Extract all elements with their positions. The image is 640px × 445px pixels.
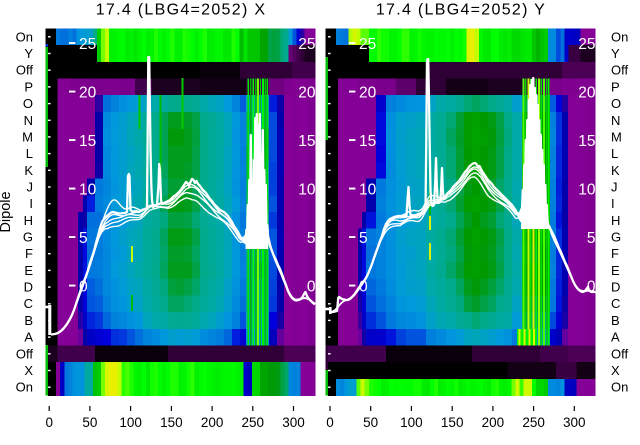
svg-text:50: 50 [82,415,97,430]
svg-text:5: 5 [307,230,316,247]
svg-text:M: M [611,129,622,144]
svg-text:5: 5 [587,230,596,247]
svg-text:0: 0 [79,279,88,296]
svg-text:K: K [24,163,33,178]
svg-text:5: 5 [79,230,88,247]
svg-text:25: 25 [359,36,376,53]
svg-text:I: I [611,196,615,211]
svg-text:K: K [611,163,620,178]
svg-text:G: G [23,230,33,245]
svg-text:0: 0 [326,415,334,430]
svg-text:Off: Off [16,63,33,78]
svg-text:Y: Y [611,46,620,61]
svg-text:X: X [24,363,33,378]
svg-text:O: O [611,96,621,111]
svg-text:L: L [26,146,33,161]
svg-text:P: P [611,79,620,94]
svg-text:150: 150 [160,415,183,430]
svg-text:10: 10 [578,182,596,199]
svg-text:F: F [611,246,619,261]
svg-text:100: 100 [400,415,423,430]
svg-text:Off: Off [16,346,33,361]
svg-text:I: I [29,196,33,211]
svg-text:20: 20 [298,85,316,102]
svg-text:250: 250 [522,415,545,430]
svg-text:On: On [16,29,33,44]
svg-text:H: H [611,213,620,228]
svg-text:15: 15 [578,133,595,150]
svg-text:250: 250 [242,415,265,430]
svg-text:A: A [24,330,33,345]
svg-text:J: J [611,180,618,195]
svg-text:20: 20 [359,85,377,102]
svg-text:F: F [25,246,33,261]
svg-text:0: 0 [45,415,53,430]
svg-text:5: 5 [359,230,368,247]
svg-text:D: D [24,280,33,295]
svg-text:A: A [611,330,620,345]
svg-text:N: N [611,113,620,128]
svg-text:B: B [611,313,620,328]
svg-text:25: 25 [578,36,595,53]
svg-text:25: 25 [298,36,315,53]
svg-text:0: 0 [307,279,316,296]
svg-text:25: 25 [79,36,96,53]
svg-text:On: On [611,29,628,44]
svg-text:0: 0 [587,279,596,296]
svg-text:G: G [611,230,621,245]
svg-text:150: 150 [441,415,464,430]
svg-text:200: 200 [482,415,505,430]
svg-text:C: C [611,296,620,311]
svg-text:D: D [611,280,620,295]
svg-text:17.4 (LBG4=2052) X: 17.4 (LBG4=2052) X [96,2,267,19]
svg-text:20: 20 [79,85,97,102]
svg-text:10: 10 [79,182,97,199]
svg-text:10: 10 [298,182,316,199]
svg-text:J: J [27,180,34,195]
svg-text:Y: Y [24,46,33,61]
svg-text:On: On [16,380,33,395]
svg-text:0: 0 [359,279,368,296]
svg-text:200: 200 [201,415,224,430]
svg-text:15: 15 [79,133,96,150]
svg-text:N: N [24,113,33,128]
svg-text:Off: Off [611,346,628,361]
svg-text:X: X [611,363,620,378]
svg-text:C: C [24,296,33,311]
svg-text:17.4 (LBG4=2052) Y: 17.4 (LBG4=2052) Y [376,2,546,19]
svg-text:E: E [611,263,620,278]
svg-text:On: On [611,380,628,395]
svg-text:M: M [22,129,33,144]
svg-text:300: 300 [282,415,305,430]
svg-text:B: B [24,313,33,328]
svg-text:300: 300 [563,415,586,430]
svg-text:P: P [24,79,33,94]
svg-text:Off: Off [611,63,628,78]
svg-text:15: 15 [359,133,376,150]
svg-text:10: 10 [359,182,377,199]
svg-text:20: 20 [578,85,596,102]
svg-text:H: H [24,213,33,228]
svg-text:L: L [611,146,618,161]
svg-text:Dipole: Dipole [0,191,14,232]
svg-text:O: O [23,96,33,111]
svg-text:E: E [24,263,33,278]
svg-text:15: 15 [298,133,315,150]
svg-text:50: 50 [363,415,378,430]
svg-text:100: 100 [119,415,142,430]
